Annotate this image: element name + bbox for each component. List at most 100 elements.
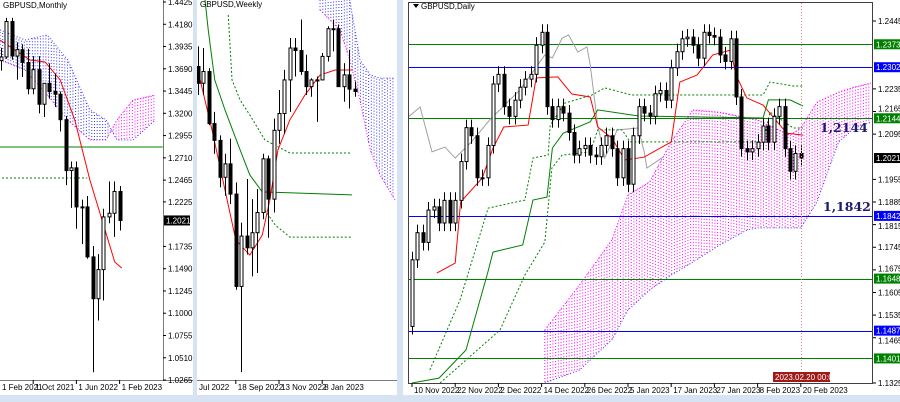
candle-body [80,206,85,209]
monthly-chart-window[interactable]: 1.4425 1.4180 1.3935 1.3690 1.3445 1.3200 1.29… [0,0,193,395]
candle [426,201,431,251]
candle [723,46,728,70]
candle-body [766,125,771,143]
candle-body [799,153,804,159]
weekly-plot[interactable] [170,0,396,373]
candle-body [320,55,325,81]
date-label: 5 Jan 2023 [630,386,670,395]
triangle-down-icon[interactable] [413,4,419,8]
candle-body [0,56,4,62]
candle-body [518,86,523,101]
candle-body [496,73,501,85]
daily-chart-title: GBPUSD,Daily [421,2,475,11]
candle [707,24,712,44]
annotation-resistance: 1,2144 [820,120,868,135]
candle [53,73,58,107]
price-tick-label: 1.3935 [168,43,193,52]
candle-body [653,93,658,117]
candle-body [534,44,539,75]
candle-body [207,71,212,125]
candle [58,91,63,132]
candle [761,117,766,151]
candle [502,66,507,115]
candle [658,82,663,102]
kijun-dashed-line-2 [264,209,352,238]
candle [239,222,244,373]
date-label: 18 Sep 2022 [238,383,284,392]
candle-body [648,112,653,117]
monthly-plot[interactable] [0,17,163,373]
candle [675,43,680,76]
candle [594,147,599,165]
candle [523,71,528,96]
price-tick-label: 1.3690 [168,65,193,74]
candle-body [734,38,739,98]
candle [745,140,750,160]
candle-body [642,106,647,114]
candle [74,161,79,229]
candle-body [58,93,63,121]
kijun-sen-line [411,99,804,383]
price-tick-label: 1.2955 [168,132,193,141]
date-label: 1 Jun 2022 [78,383,118,392]
candle-body [96,269,101,300]
candle [766,117,771,151]
price-tick-label: 1.0510 [168,354,193,363]
candle [572,124,577,164]
candle-body [91,256,96,300]
candle [245,178,250,255]
candle-body [480,177,485,180]
candle [223,153,228,196]
price-tick-label: 1.1605 [878,288,900,297]
level-price-tag [874,273,900,284]
candle [277,89,282,144]
candle [729,30,734,70]
chikou-span-line [409,34,664,169]
candle [342,63,347,102]
candle [783,98,788,157]
current-price-tag-text: 1.2021 [166,216,191,225]
candle [201,48,206,96]
level-price-tag-text: 1.1401 [876,354,900,363]
candle [282,69,287,134]
candle-body [739,96,744,150]
candle-body [615,148,620,179]
candle [31,56,36,95]
candle-body [583,144,588,150]
candle [250,199,255,277]
candle [266,155,271,238]
monthly-axes: 1.4425 1.4180 1.3935 1.3690 1.3445 1.3200 1.29… [2,0,193,392]
candle-body [561,106,566,114]
candle-body [702,31,707,59]
daily-plot[interactable] [405,3,872,383]
candle [218,135,223,188]
candle-body [342,74,347,88]
candle [15,42,20,80]
candle-body [604,135,609,146]
candle [664,82,669,109]
candle-body [272,129,277,200]
price-tick-label: 1.2710 [168,154,193,163]
candle-body [691,36,696,46]
candle [648,105,653,125]
price-tick-label: 1.2465 [168,176,193,185]
daily-chart-window[interactable]: 1.2445 1.2235 1.2165 1.2095 1.1955 1.1885 1.18… [403,0,900,395]
date-label: 17 Jan 2023 [673,386,718,395]
candle [621,140,626,186]
daily-pane-background[interactable] [403,0,900,395]
candle-body [588,144,593,156]
candle [734,30,739,106]
candle-body [20,49,25,63]
candle [507,98,512,125]
candle [410,251,415,335]
candle-body [626,148,631,185]
level-price-tag [874,113,900,124]
daily-axes: 1.2445 1.2235 1.2165 1.2095 1.1955 1.1885 1.18… [411,17,900,395]
candle-body [442,199,447,224]
candle-body [567,112,572,134]
price-tick-label: 1.1745 [878,243,900,252]
candle [653,85,658,125]
date-label: 1 Oct 2021 [35,383,75,392]
price-tick-label: 1.0755 [168,331,193,340]
